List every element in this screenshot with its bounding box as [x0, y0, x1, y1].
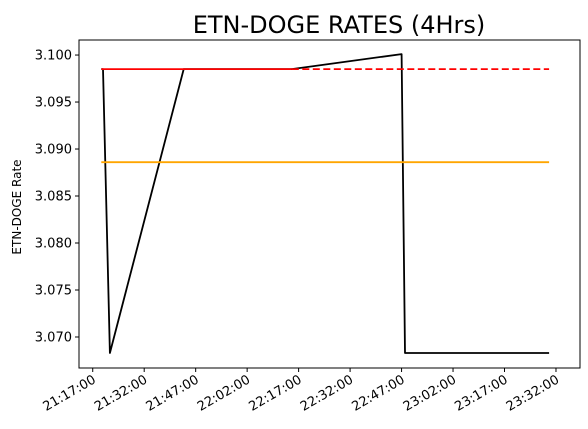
x-tick-label: 22:32:00 [298, 372, 356, 414]
x-tick-label: 22:02:00 [195, 372, 253, 414]
x-tick-label: 21:32:00 [92, 372, 150, 414]
chart-title: ETN-DOGE RATES (4Hrs) [193, 11, 486, 39]
x-axis-ticks: 21:17:0021:32:0021:47:0022:02:0022:17:00… [41, 368, 562, 415]
plot-frame [79, 40, 580, 368]
x-tick-label: 21:47:00 [144, 372, 202, 414]
series-line-1 [101, 54, 549, 353]
y-tick-label: 3.090 [35, 143, 72, 158]
y-axis-ticks: 3.070 3.075 3.080 3.085 3.090 3.095 3.100 [35, 49, 79, 346]
x-tick-label: 21:17:00 [41, 372, 99, 414]
x-tick-label: 22:47:00 [350, 372, 408, 414]
x-tick-label: 23:17:00 [452, 372, 510, 414]
y-tick-label: 3.080 [35, 237, 72, 252]
y-tick-label: 3.100 [35, 49, 72, 64]
y-axis-label: ETN-DOGE Rate [10, 159, 24, 254]
y-tick-label: 3.085 [35, 190, 72, 205]
x-tick-label: 23:32:00 [504, 372, 562, 414]
y-tick-label: 3.070 [35, 330, 72, 345]
x-tick-label: 22:17:00 [247, 372, 305, 414]
x-tick-label: 23:02:00 [401, 372, 459, 414]
y-tick-label: 3.095 [35, 96, 72, 111]
series-layer [101, 54, 549, 353]
y-tick-label: 3.075 [35, 283, 72, 298]
